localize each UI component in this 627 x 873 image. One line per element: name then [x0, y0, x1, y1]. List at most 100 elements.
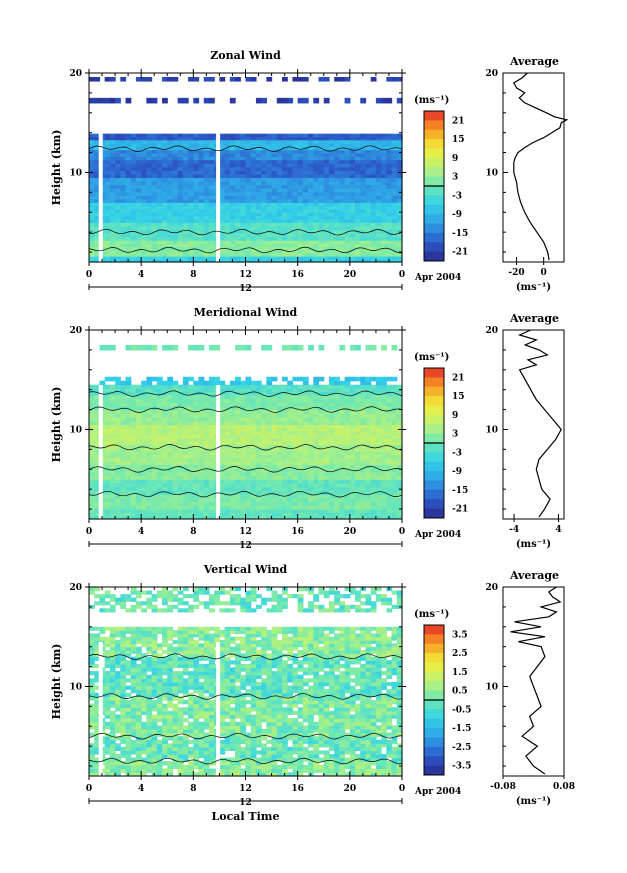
heatmap-cell	[250, 163, 257, 168]
heatmap-cell	[240, 243, 247, 248]
heatmap-cell	[365, 218, 372, 223]
heatmap-cell	[146, 181, 153, 186]
heatmap-cell	[318, 232, 325, 238]
heatmap-cell	[318, 417, 325, 422]
heatmap-cell	[255, 133, 262, 138]
heatmap-cell	[229, 256, 236, 260]
heatmap-cell	[313, 501, 320, 506]
heatmap-cell	[109, 252, 116, 257]
heatmap-cell	[235, 191, 241, 196]
heatmap-cell	[328, 252, 335, 257]
heatmap-cell	[172, 184, 179, 189]
heatmap-cell	[287, 166, 294, 171]
heatmap-cell	[302, 142, 309, 147]
heatmap-cell	[282, 344, 288, 351]
heatmap-cell	[391, 149, 398, 154]
heatmap-cell	[360, 225, 367, 230]
heatmap-cell	[177, 188, 184, 193]
heatmap-cell	[370, 444, 377, 449]
heatmap-cell	[141, 232, 147, 238]
heatmap-cell	[245, 256, 252, 260]
heatmap-cell	[334, 139, 340, 144]
heatmap-cell	[339, 249, 346, 254]
heatmap-cell	[177, 447, 184, 452]
heatmap-cell	[360, 413, 367, 418]
heatmap-cell	[135, 515, 142, 520]
heatmap-cell	[240, 177, 247, 182]
heatmap-cell	[360, 490, 367, 495]
heatmap-cell	[156, 243, 163, 248]
heatmap-cell	[156, 202, 163, 207]
heatmap-cell	[224, 205, 231, 210]
heatmap-cell	[130, 215, 137, 220]
heatmap-cell	[245, 460, 252, 465]
heatmap-cell	[302, 208, 309, 213]
heatmap-cell	[287, 451, 294, 455]
heatmap-cell	[203, 133, 210, 138]
heatmap-cell	[349, 447, 356, 452]
heatmap-cell	[313, 198, 320, 203]
heatmap-cell	[292, 163, 299, 168]
heatmap-cell	[208, 380, 215, 386]
heatmap-cell	[193, 146, 200, 151]
heatmap-cell	[360, 380, 367, 386]
heatmap-cell	[151, 163, 158, 168]
heatmap-cell	[135, 344, 142, 351]
heatmap-cell	[391, 457, 398, 462]
heatmap-cell	[302, 236, 309, 241]
heatmap-cell	[219, 184, 226, 189]
heatmap-cell	[188, 232, 194, 238]
heatmap-cell	[208, 413, 215, 418]
heatmap-cell	[188, 156, 194, 161]
heatmap-cell	[360, 232, 367, 238]
heatmap-cell	[396, 177, 403, 182]
heatmap-cell	[130, 454, 137, 459]
heatmap-cell	[261, 159, 267, 164]
heatmap-cell	[208, 490, 215, 495]
heatmap-cell	[172, 380, 179, 386]
heatmap-cell	[391, 434, 398, 439]
heatmap-cell	[208, 166, 215, 171]
heatmap-cell	[208, 256, 215, 260]
heatmap-cell	[344, 97, 351, 104]
heatmap-cell	[125, 505, 132, 510]
heatmap-cell	[94, 413, 101, 418]
colorbar-label: -9	[452, 467, 462, 477]
heatmap-cell	[292, 259, 299, 263]
heatmap-cell	[292, 240, 299, 244]
heatmap-cell	[177, 468, 184, 473]
heatmap-cell	[219, 441, 226, 445]
heatmap-cell	[245, 156, 252, 161]
heatmap-cell	[302, 505, 309, 510]
heatmap-cell	[339, 441, 346, 445]
heatmap-cell	[141, 420, 147, 426]
heatmap-cell	[360, 509, 367, 513]
heatmap-cell	[386, 420, 393, 426]
heatmap-cell	[135, 198, 142, 203]
heatmap-cell	[130, 156, 137, 161]
heatmap-cell	[193, 156, 200, 161]
heatmap-cell	[229, 479, 236, 484]
heatmap-cell	[172, 215, 179, 220]
heatmap-cell	[250, 256, 257, 260]
heatmap-cell	[130, 166, 137, 171]
heatmap-cell	[188, 166, 194, 171]
heatmap-cell	[141, 468, 147, 473]
heatmap-cell	[219, 409, 226, 414]
heatmap-cell	[177, 405, 184, 411]
x-tick-label: 0	[399, 270, 405, 280]
heatmap-cell	[193, 447, 200, 452]
heatmap-cell	[302, 152, 309, 157]
heatmap-cell	[250, 229, 257, 234]
heatmap-cell	[271, 479, 278, 484]
heatmap-cell	[162, 156, 168, 161]
heatmap-cell	[115, 218, 121, 223]
heatmap-cell	[323, 177, 330, 182]
heatmap-cell	[203, 256, 210, 260]
heatmap-cell	[261, 471, 267, 477]
heatmap-cell	[177, 413, 184, 418]
heatmap-cell	[266, 479, 273, 484]
heatmap-cell	[255, 173, 262, 179]
heatmap-cell	[297, 173, 304, 179]
heatmap-cell	[323, 218, 330, 223]
